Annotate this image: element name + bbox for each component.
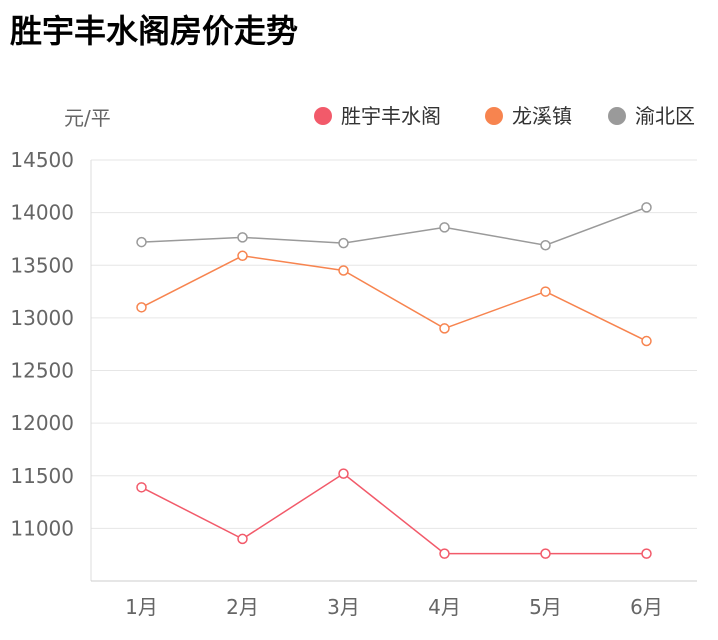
data-point (641, 202, 652, 213)
y-tick-label: 14500 (10, 148, 74, 172)
data-point (540, 548, 551, 559)
y-tick-label: 12000 (10, 411, 74, 435)
data-point (338, 237, 349, 249)
x-tick-label: 4月 (428, 595, 461, 619)
data-point (136, 302, 147, 313)
chart-title: 胜宇丰水阁房价走势 (10, 12, 299, 50)
x-tick-label: 3月 (327, 595, 360, 619)
y-tick-label: 11500 (10, 464, 74, 488)
data-point (540, 286, 551, 297)
legend-marker (485, 107, 503, 125)
x-tick-label: 1月 (125, 595, 158, 619)
data-point (540, 240, 551, 251)
data-point (439, 323, 450, 334)
legend-label: 胜宇丰水阁 (341, 104, 441, 128)
data-point (338, 265, 349, 276)
data-point (338, 468, 349, 479)
legend-marker (608, 107, 626, 125)
data-point (237, 250, 248, 262)
series-line (141, 255, 647, 342)
y-tick-label: 14000 (10, 201, 74, 225)
data-point (237, 232, 248, 243)
series-line (141, 472, 647, 555)
data-point (439, 222, 450, 233)
y-tick-label: 13500 (10, 253, 74, 277)
data-point (136, 236, 147, 248)
data-point (641, 335, 652, 347)
data-point (439, 548, 450, 559)
data-point (237, 533, 248, 545)
y-axis-unit: 元/平 (64, 106, 111, 130)
data-point (641, 548, 652, 559)
x-tick-label: 2月 (226, 595, 259, 619)
y-tick-label: 13000 (10, 306, 74, 330)
series-line (141, 206, 647, 247)
legend-marker (314, 107, 332, 125)
x-tick-label: 6月 (630, 595, 663, 619)
y-tick-label: 12500 (10, 359, 74, 383)
x-tick-label: 5月 (529, 595, 562, 619)
legend-label: 渝北区 (635, 104, 695, 128)
legend-label: 龙溪镇 (512, 104, 572, 128)
data-point (136, 482, 147, 493)
y-tick-label: 11000 (10, 516, 74, 540)
